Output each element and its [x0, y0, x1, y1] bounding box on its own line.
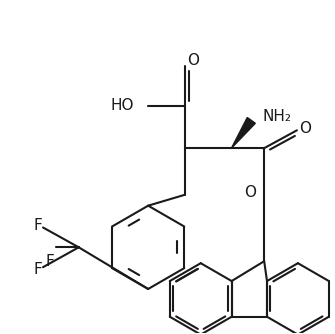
Text: O: O	[244, 185, 256, 200]
Text: F: F	[46, 254, 54, 269]
Text: F: F	[34, 218, 43, 233]
Text: HO: HO	[111, 98, 134, 113]
Text: NH₂: NH₂	[263, 109, 291, 124]
Text: O: O	[187, 53, 199, 68]
Text: O: O	[299, 121, 311, 136]
Polygon shape	[231, 118, 255, 148]
Text: F: F	[34, 262, 43, 277]
